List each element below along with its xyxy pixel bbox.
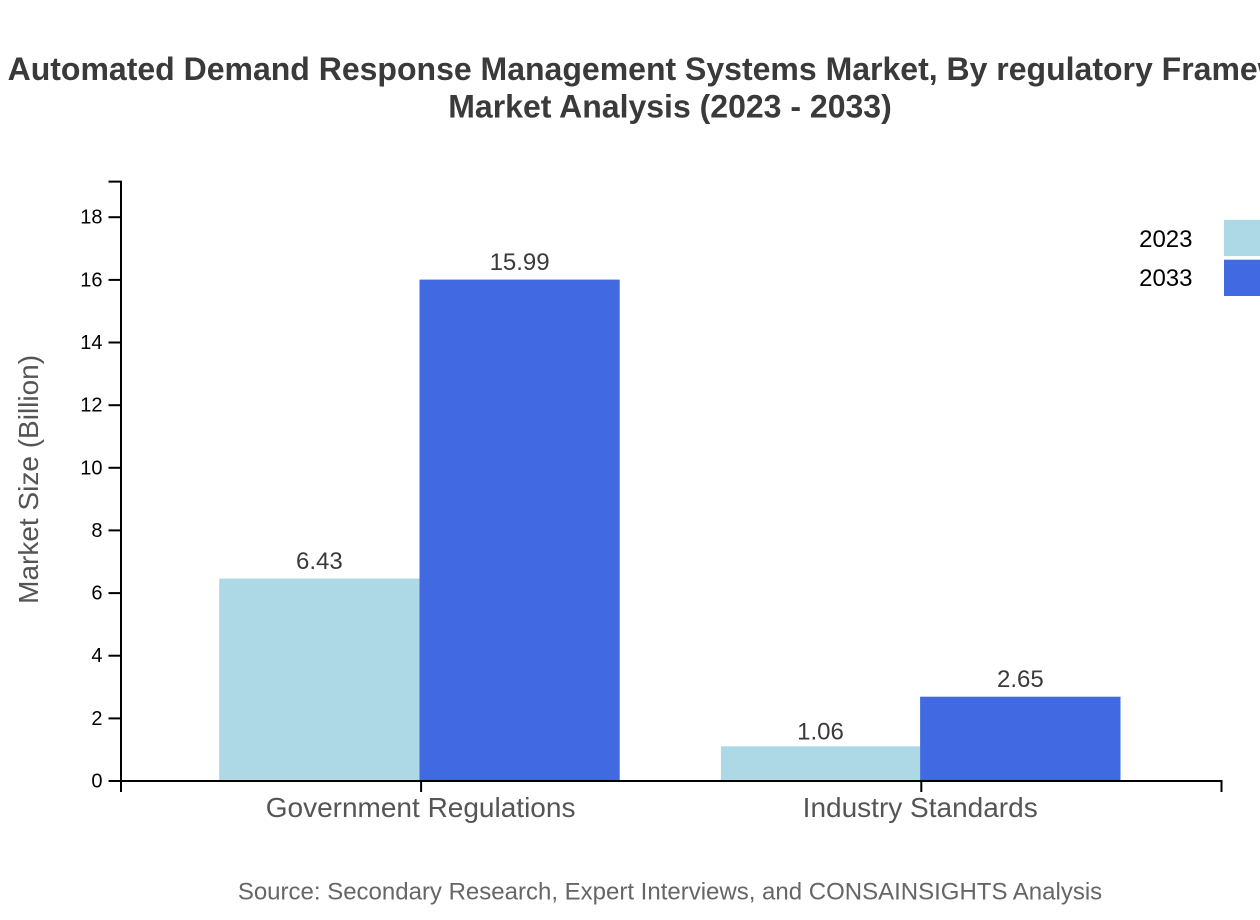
- svg-text:16: 16: [80, 269, 102, 291]
- svg-text:Industry Standards: Industry Standards: [803, 792, 1038, 823]
- svg-text:Automated Demand Response Mana: Automated Demand Response Management Sys…: [8, 51, 1260, 87]
- svg-text:Market Size (Billion): Market Size (Billion): [13, 355, 44, 604]
- svg-text:2: 2: [91, 708, 102, 730]
- svg-text:0: 0: [91, 771, 102, 793]
- svg-text:2023: 2023: [1139, 226, 1192, 253]
- svg-text:6: 6: [91, 583, 102, 605]
- svg-text:10: 10: [80, 457, 102, 479]
- svg-text:15.99: 15.99: [490, 249, 550, 276]
- svg-text:14: 14: [80, 332, 102, 354]
- svg-text:Government Regulations: Government Regulations: [266, 792, 576, 823]
- svg-text:6.43: 6.43: [296, 548, 343, 575]
- svg-text:18: 18: [80, 207, 102, 229]
- svg-text:2.65: 2.65: [997, 666, 1044, 693]
- svg-text:2033: 2033: [1139, 265, 1192, 292]
- svg-text:8: 8: [91, 520, 102, 542]
- svg-text:12: 12: [80, 395, 102, 417]
- svg-text:Market Analysis (2023 - 2033): Market Analysis (2023 - 2033): [448, 88, 892, 124]
- svg-text:1.06: 1.06: [797, 718, 844, 745]
- svg-text:4: 4: [91, 645, 102, 667]
- svg-text:Source: Secondary Research, Ex: Source: Secondary Research, Expert Inter…: [238, 879, 1102, 906]
